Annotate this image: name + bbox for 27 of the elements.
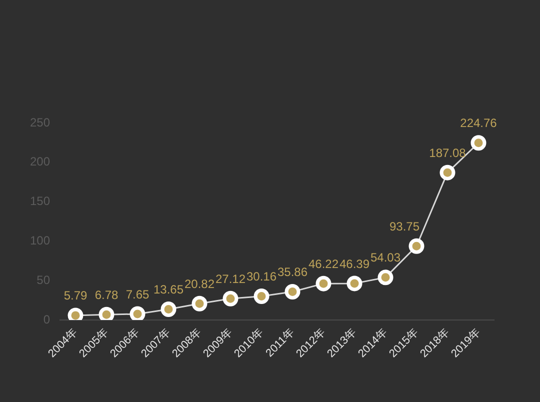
point <box>346 276 362 292</box>
point <box>284 284 300 300</box>
data-label: 46.22 <box>308 256 339 271</box>
point <box>130 306 146 320</box>
data-label: 54.03 <box>370 250 401 265</box>
data-label: 35.86 <box>277 265 308 280</box>
data-label: 30.16 <box>246 270 277 284</box>
data-label: 93.75 <box>389 219 420 234</box>
point <box>254 288 270 304</box>
data-label: 6.78 <box>94 288 118 302</box>
data-label: 187.08 <box>429 146 466 160</box>
data-label: 46.39 <box>339 256 370 271</box>
data-label: 27.12 <box>215 272 246 286</box>
point <box>222 290 238 306</box>
point <box>68 308 84 320</box>
point <box>440 164 456 180</box>
point <box>470 135 486 151</box>
point <box>192 296 208 312</box>
data-label: 5.79 <box>64 288 88 303</box>
point <box>378 270 394 286</box>
data-label: 224.76 <box>460 116 498 130</box>
data-label: 7.65 <box>126 287 150 302</box>
point <box>316 276 332 292</box>
data-label: 20.82 <box>184 276 215 291</box>
point <box>160 301 176 317</box>
data-label: 13.65 <box>153 282 184 297</box>
point <box>408 238 424 254</box>
